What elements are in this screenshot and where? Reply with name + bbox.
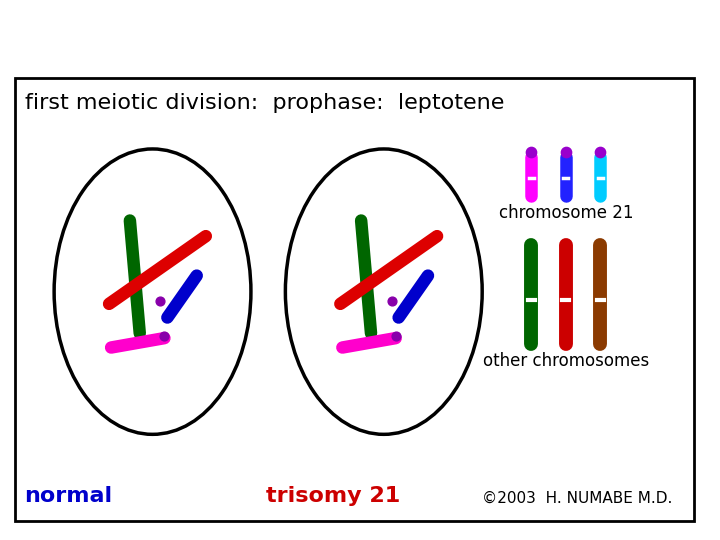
Text: ©2003  H. NUMABE M.D.: ©2003 H. NUMABE M.D. [482,491,672,506]
Point [158,332,170,341]
Point [390,332,402,341]
Bar [15,78,694,521]
Point [560,147,572,156]
Text: trisomy 21: trisomy 21 [266,486,400,506]
Point [124,216,135,225]
Point [356,216,367,225]
Point [155,297,166,306]
Point [386,297,397,306]
Point [595,147,606,156]
Text: first meiotic division:  prophase:  leptotene: first meiotic division: prophase: leptot… [24,93,504,113]
Ellipse shape [54,149,251,434]
Text: chromosome 21: chromosome 21 [498,204,633,222]
Text: other chromosomes: other chromosomes [482,352,649,370]
Ellipse shape [285,149,482,434]
Text: normal: normal [24,486,113,506]
Point [526,147,537,156]
